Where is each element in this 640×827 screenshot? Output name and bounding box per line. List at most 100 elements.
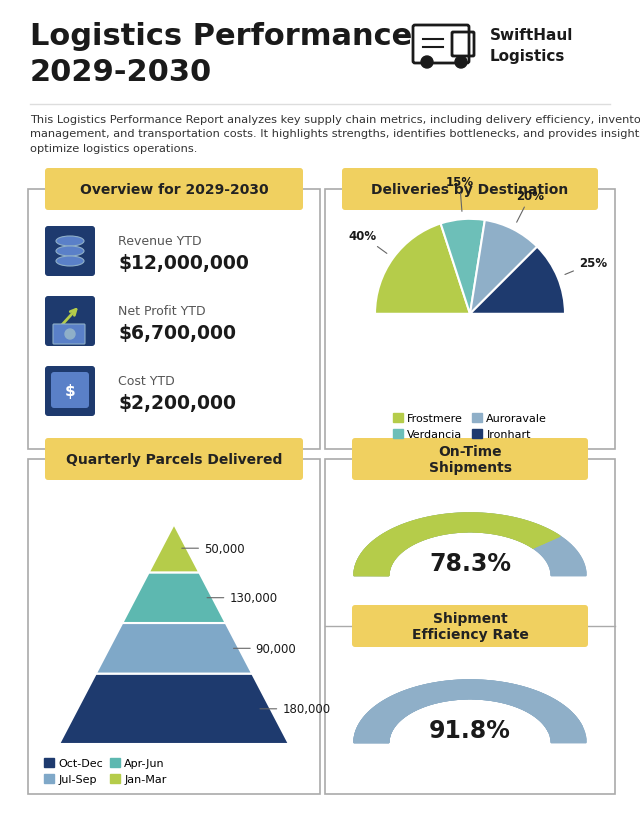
Polygon shape: [428, 518, 441, 535]
Polygon shape: [481, 681, 486, 700]
Polygon shape: [515, 523, 535, 540]
Polygon shape: [378, 537, 406, 549]
Polygon shape: [403, 691, 424, 707]
Polygon shape: [429, 684, 442, 701]
Polygon shape: [355, 736, 389, 739]
Polygon shape: [540, 711, 571, 721]
Polygon shape: [495, 683, 508, 701]
Polygon shape: [421, 519, 436, 536]
Polygon shape: [496, 517, 508, 534]
Polygon shape: [382, 535, 409, 547]
Polygon shape: [355, 568, 390, 571]
Polygon shape: [504, 519, 519, 536]
Polygon shape: [515, 523, 535, 540]
Polygon shape: [514, 523, 534, 539]
Polygon shape: [550, 566, 585, 570]
Polygon shape: [500, 685, 515, 702]
Polygon shape: [363, 719, 395, 726]
Polygon shape: [474, 681, 477, 699]
Polygon shape: [499, 684, 512, 702]
Polygon shape: [497, 684, 509, 701]
Polygon shape: [501, 685, 516, 702]
Polygon shape: [473, 680, 476, 699]
Polygon shape: [365, 716, 397, 724]
Polygon shape: [522, 528, 545, 543]
Polygon shape: [538, 708, 567, 719]
Polygon shape: [529, 700, 556, 713]
Polygon shape: [431, 517, 444, 534]
Polygon shape: [531, 701, 557, 714]
Polygon shape: [548, 725, 582, 731]
Polygon shape: [482, 514, 488, 533]
Polygon shape: [491, 682, 500, 700]
Polygon shape: [387, 532, 412, 545]
Polygon shape: [465, 514, 467, 533]
Polygon shape: [364, 550, 396, 558]
Polygon shape: [399, 693, 420, 708]
Polygon shape: [386, 533, 412, 546]
Polygon shape: [394, 528, 418, 543]
Polygon shape: [525, 697, 550, 711]
Polygon shape: [360, 556, 393, 562]
Polygon shape: [470, 514, 472, 532]
Polygon shape: [544, 550, 576, 558]
Polygon shape: [356, 562, 390, 567]
Polygon shape: [398, 527, 420, 542]
Polygon shape: [469, 680, 470, 699]
Polygon shape: [360, 723, 393, 729]
Polygon shape: [529, 700, 554, 713]
Polygon shape: [544, 551, 577, 558]
Polygon shape: [539, 710, 569, 720]
Polygon shape: [357, 728, 391, 733]
Polygon shape: [529, 533, 554, 546]
Polygon shape: [392, 529, 416, 543]
Polygon shape: [524, 529, 547, 543]
Polygon shape: [410, 689, 429, 705]
Polygon shape: [377, 538, 405, 550]
Polygon shape: [398, 693, 420, 709]
Polygon shape: [354, 573, 389, 575]
Polygon shape: [380, 703, 408, 715]
Polygon shape: [364, 717, 396, 725]
Polygon shape: [548, 559, 582, 565]
Polygon shape: [419, 519, 435, 537]
Polygon shape: [354, 739, 389, 740]
Polygon shape: [547, 722, 580, 729]
Polygon shape: [423, 686, 438, 703]
Polygon shape: [524, 528, 547, 543]
Polygon shape: [430, 517, 442, 535]
Polygon shape: [517, 691, 538, 707]
Polygon shape: [523, 528, 546, 543]
Polygon shape: [534, 538, 563, 550]
Polygon shape: [454, 681, 460, 700]
Polygon shape: [515, 524, 536, 540]
Polygon shape: [510, 688, 529, 705]
Polygon shape: [408, 690, 428, 705]
Polygon shape: [518, 692, 540, 708]
FancyBboxPatch shape: [352, 438, 588, 480]
Polygon shape: [406, 690, 426, 706]
Polygon shape: [445, 681, 454, 700]
Polygon shape: [356, 729, 390, 734]
Polygon shape: [462, 681, 465, 699]
Polygon shape: [405, 691, 426, 706]
Polygon shape: [419, 686, 435, 703]
Polygon shape: [507, 687, 524, 704]
Polygon shape: [356, 731, 390, 735]
Wedge shape: [441, 219, 485, 314]
Polygon shape: [374, 708, 403, 719]
Polygon shape: [380, 536, 408, 548]
Polygon shape: [360, 722, 394, 729]
Polygon shape: [516, 691, 537, 707]
Polygon shape: [399, 693, 421, 708]
Polygon shape: [420, 686, 436, 703]
Polygon shape: [483, 514, 489, 533]
Polygon shape: [378, 704, 406, 716]
Polygon shape: [512, 523, 531, 538]
Polygon shape: [388, 531, 413, 545]
Polygon shape: [509, 521, 527, 538]
Polygon shape: [392, 529, 416, 543]
Polygon shape: [481, 514, 486, 533]
Polygon shape: [442, 682, 451, 700]
Polygon shape: [545, 552, 578, 560]
